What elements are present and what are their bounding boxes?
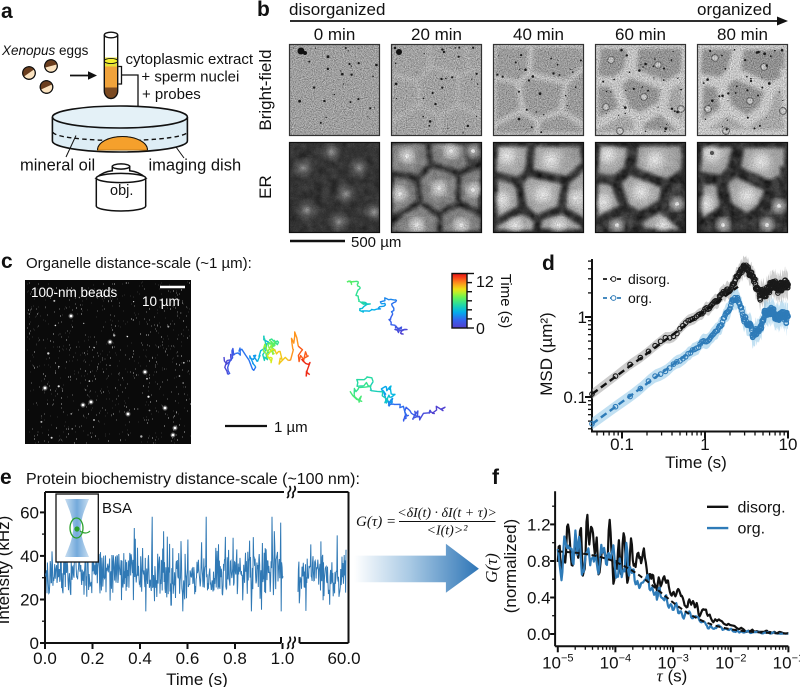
svg-text:20 min: 20 min xyxy=(411,25,462,44)
svg-text:500 µm: 500 µm xyxy=(351,234,401,251)
svg-text:a: a xyxy=(1,0,13,23)
svg-text:0.8: 0.8 xyxy=(527,552,551,571)
svg-text:cytoplasmic extract: cytoplasmic extract xyxy=(126,51,254,68)
svg-text:40: 40 xyxy=(20,547,39,566)
svg-text:Time (s): Time (s) xyxy=(665,453,727,472)
svg-text:ER: ER xyxy=(256,175,275,199)
svg-text:obj.: obj. xyxy=(110,183,133,199)
svg-text:disorg.: disorg. xyxy=(738,500,786,517)
svg-text:0: 0 xyxy=(476,321,485,338)
svg-text:40 min: 40 min xyxy=(513,25,564,44)
svg-text:+ probes: + probes xyxy=(142,86,201,103)
svg-text:Time (s): Time (s) xyxy=(166,670,228,687)
svg-text:0.4: 0.4 xyxy=(128,649,152,668)
svg-text:0.6: 0.6 xyxy=(176,649,200,668)
svg-text:1.0: 1.0 xyxy=(271,649,295,668)
svg-text:G(τ) =: G(τ) = xyxy=(356,514,396,530)
svg-text:f: f xyxy=(492,466,500,489)
svg-text:Protein biochemistry distance-: Protein biochemistry distance-scale (~10… xyxy=(26,471,360,488)
svg-text:Xenopus eggs: Xenopus eggs xyxy=(1,43,89,58)
svg-text:<δI(t) · δI(t + τ)>: <δI(t) · δI(t + τ)> xyxy=(397,506,497,521)
svg-text:1: 1 xyxy=(700,435,709,454)
svg-text:0.8: 0.8 xyxy=(223,649,247,668)
svg-text:c: c xyxy=(1,250,13,273)
svg-text:G(τ): G(τ) xyxy=(482,553,501,583)
svg-text:10−1: 10−1 xyxy=(773,652,800,672)
svg-text:10 µm: 10 µm xyxy=(142,294,180,309)
svg-text:+ sperm nuclei: + sperm nuclei xyxy=(141,69,239,86)
svg-text:0.2: 0.2 xyxy=(81,649,105,668)
svg-text:e: e xyxy=(0,466,12,489)
svg-text:Intensity (kHz): Intensity (kHz) xyxy=(0,516,13,625)
svg-text:10−5: 10−5 xyxy=(542,652,573,672)
svg-text:Organelle distance-scale (~1 µ: Organelle distance-scale (~1 µm): xyxy=(26,255,252,272)
svg-text:0.0: 0.0 xyxy=(527,625,551,644)
svg-text:b: b xyxy=(257,0,270,21)
svg-text:1 µm: 1 µm xyxy=(274,419,308,436)
svg-text:100-nm beads: 100-nm beads xyxy=(31,285,118,300)
svg-text:0: 0 xyxy=(30,634,39,653)
svg-text:1.2: 1.2 xyxy=(527,515,551,534)
svg-text:20: 20 xyxy=(20,591,39,610)
svg-text:Time (s): Time (s) xyxy=(497,274,514,328)
svg-text:disorganized: disorganized xyxy=(289,0,385,19)
svg-text:0.0: 0.0 xyxy=(33,649,57,668)
svg-text:τ (s): τ (s) xyxy=(657,666,688,685)
svg-text:0.4: 0.4 xyxy=(527,589,551,608)
svg-text:10−2: 10−2 xyxy=(715,652,746,672)
svg-text:disorg.: disorg. xyxy=(628,271,670,287)
svg-text:10−4: 10−4 xyxy=(600,652,631,672)
svg-text:MSD (µm²): MSD (µm²) xyxy=(537,312,556,395)
svg-text:organized: organized xyxy=(697,0,772,19)
svg-text:0 min: 0 min xyxy=(314,25,356,44)
svg-text:<I(t)>²: <I(t)>² xyxy=(427,524,469,539)
svg-text:org.: org. xyxy=(738,521,766,538)
svg-text:1: 1 xyxy=(578,308,587,327)
svg-text:(normalized): (normalized) xyxy=(501,519,520,613)
svg-text:Bright-field: Bright-field xyxy=(256,49,275,130)
svg-text:60: 60 xyxy=(20,503,39,522)
svg-text:BSA: BSA xyxy=(102,500,132,517)
svg-text:0.1: 0.1 xyxy=(610,435,634,454)
svg-text:60.0: 60.0 xyxy=(327,649,360,668)
svg-text:imaging dish: imaging dish xyxy=(149,157,242,175)
svg-text:10: 10 xyxy=(779,435,798,454)
svg-text:0.1: 0.1 xyxy=(563,388,587,407)
svg-text:60 min: 60 min xyxy=(615,25,666,44)
svg-text:org.: org. xyxy=(628,290,652,306)
svg-text:80 min: 80 min xyxy=(717,25,768,44)
svg-text:mineral oil: mineral oil xyxy=(20,157,95,175)
svg-text:12: 12 xyxy=(476,274,494,291)
svg-text:d: d xyxy=(542,252,555,275)
